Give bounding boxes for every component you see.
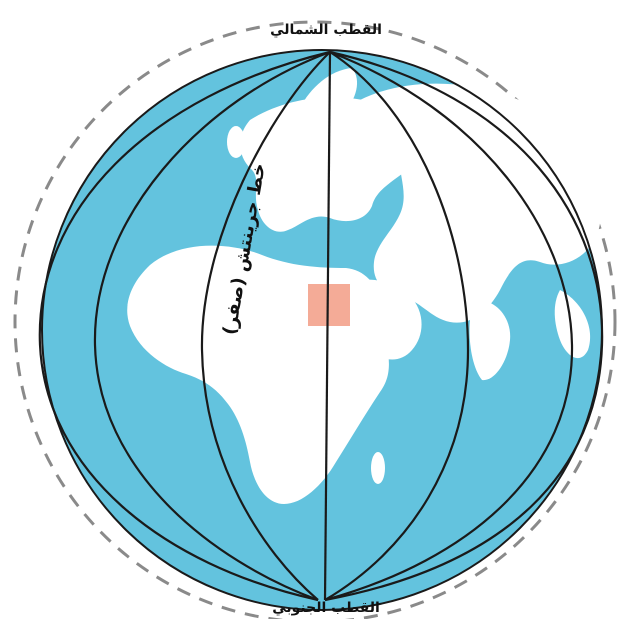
land-asia <box>360 83 602 323</box>
south-pole-label: القطب الجنوبي <box>272 600 380 616</box>
meridian-east-1 <box>324 51 470 601</box>
land-masses <box>127 68 602 504</box>
meridian-far-west <box>38 50 331 602</box>
land-britain <box>227 126 245 158</box>
land-madagascar <box>371 452 385 484</box>
egypt-highlight <box>308 284 350 326</box>
greenwich-meridian <box>323 51 332 601</box>
meridian-west-2 <box>93 50 331 602</box>
meridians <box>38 50 604 602</box>
globe-dashed-outline <box>13 20 617 619</box>
meridian-far-east <box>324 50 604 602</box>
land-india <box>469 300 511 381</box>
north-pole-label: القطب الشمالي <box>270 22 382 38</box>
meridian-east-2 <box>324 50 574 602</box>
meridian-west-1 <box>200 51 331 601</box>
land-east-asia <box>554 290 591 359</box>
